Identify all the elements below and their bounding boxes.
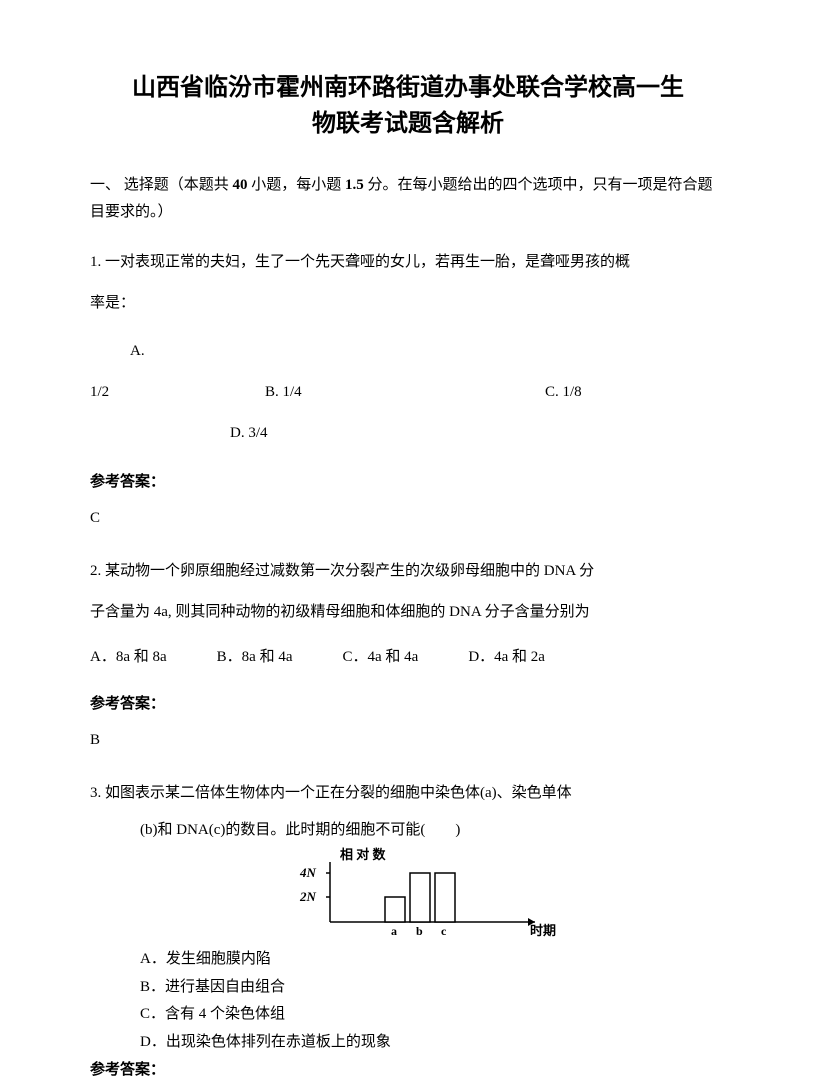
q1-option-b: B. 1/4 (265, 376, 545, 409)
q1-text-line2: 率是： (90, 287, 726, 320)
q3-option-a: A．发生细胞膜内陷 (140, 947, 726, 973)
question-3: 3. 如图表示某二倍体生物体内一个正在分裂的细胞中染色体(a)、染色单体 (90, 777, 726, 810)
chart-container: 相 对 数 4N 2N a b c 时期 (90, 847, 726, 942)
x-tick-a: a (391, 924, 397, 938)
q1-text-line1: 1. 一对表现正常的夫妇，生了一个先天聋哑的女儿，若再生一胎，是聋哑男孩的概 (90, 246, 726, 279)
q3-option-d: D．出现染色体排列在赤道板上的现象 (140, 1030, 726, 1056)
q3-text: 3. 如图表示某二倍体生物体内一个正在分裂的细胞中染色体(a)、染色单体 (90, 777, 726, 810)
y-tick-2n: 2N (299, 889, 317, 904)
question-1: 1. 一对表现正常的夫妇，生了一个先天聋哑的女儿，若再生一胎，是聋哑男孩的概 率… (90, 246, 726, 450)
bar-b (410, 873, 430, 922)
section-prefix: 一、 选择题（本题共 (90, 177, 233, 193)
q3-options: A．发生细胞膜内陷 B．进行基因自由组合 C．含有 4 个染色体组 D．出现染色… (90, 947, 726, 1055)
q2-text-line1: 2. 某动物一个卵原细胞经过减数第一次分裂产生的次级卵母细胞中的 DNA 分 (90, 555, 726, 588)
q2-answer-label: 参考答案： (90, 692, 726, 716)
q2-options: A．8a 和 8a B．8a 和 4a C．4a 和 4a D．4a 和 2a (90, 641, 726, 674)
title-line-2: 物联考试题含解析 (312, 111, 504, 137)
chart-y-label: 相 对 数 (340, 847, 387, 862)
title-line-1: 山西省临汾市霍州南环路街道办事处联合学校高一生 (132, 75, 684, 101)
section-count: 40 (233, 177, 248, 193)
q2-text-line2: 子含量为 4a, 则其同种动物的初级精母细胞和体细胞的 DNA 分子含量分别为 (90, 596, 726, 629)
x-tick-c: c (441, 924, 447, 938)
q1-option-a-value: 1/2 (90, 376, 265, 409)
document-title: 山西省临汾市霍州南环路街道办事处联合学校高一生 物联考试题含解析 (90, 70, 726, 142)
q1-answer: C (90, 506, 726, 530)
bar-a (385, 897, 405, 922)
section-mid: 小题，每小题 (248, 177, 346, 193)
q2-option-a: A．8a 和 8a (90, 641, 167, 674)
question-2: 2. 某动物一个卵原细胞经过减数第一次分裂产生的次级卵母细胞中的 DNA 分 子… (90, 555, 726, 674)
q2-answer: B (90, 728, 726, 752)
q3-option-b: B．进行基因自由组合 (140, 975, 726, 1001)
q1-option-d: D. 3/4 (90, 417, 726, 450)
section-header: 一、 选择题（本题共 40 小题，每小题 1.5 分。在每小题给出的四个选项中，… (90, 172, 726, 226)
q1-options-row1: 1/2 B. 1/4 C. 1/8 (90, 376, 726, 409)
q3-subtext: (b)和 DNA(c)的数目。此时期的细胞不可能( ) (90, 818, 726, 842)
q3-option-c: C．含有 4 个染色体组 (140, 1002, 726, 1028)
q1-option-a-label: A. (90, 335, 726, 368)
y-tick-4n: 4N (299, 865, 317, 880)
q1-option-c: C. 1/8 (545, 376, 582, 409)
x-tick-b: b (416, 924, 423, 938)
section-points: 1.5 (345, 177, 364, 193)
bar-c (435, 873, 455, 922)
bar-chart: 相 对 数 4N 2N a b c 时期 (290, 847, 570, 942)
q1-answer-label: 参考答案： (90, 470, 726, 494)
q2-option-c: C．4a 和 4a (342, 641, 418, 674)
q3-answer-label: 参考答案： (90, 1058, 726, 1082)
chart-x-label: 时期 (530, 923, 556, 938)
q2-option-b: B．8a 和 4a (217, 641, 293, 674)
q2-option-d: D．4a 和 2a (468, 641, 545, 674)
